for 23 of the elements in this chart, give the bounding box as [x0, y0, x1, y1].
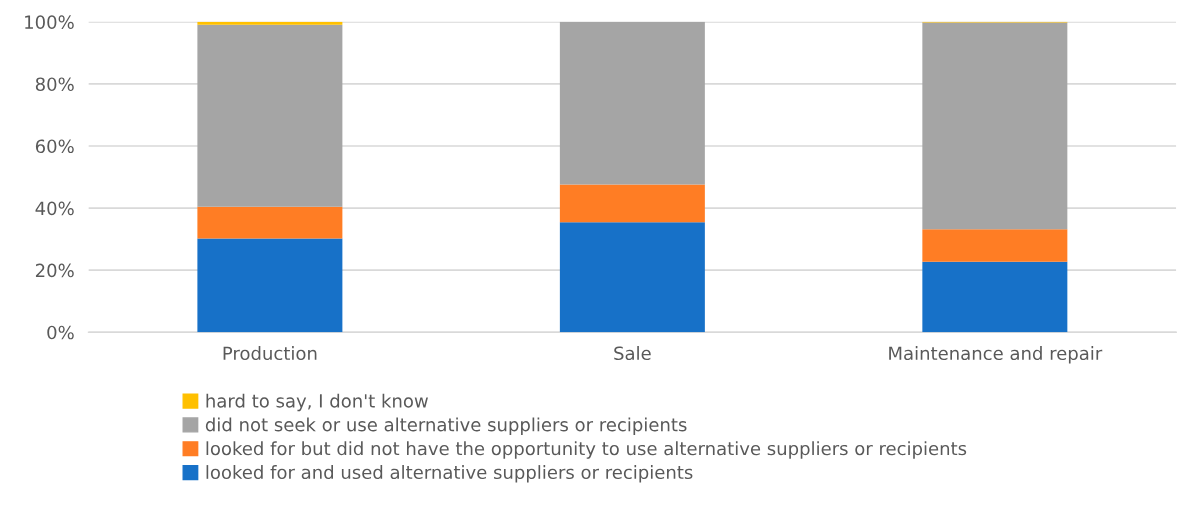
y-tick-label: 80% [35, 77, 74, 92]
bar [559, 222, 705, 333]
bar [197, 24, 343, 207]
bar [922, 22, 1068, 230]
y-tick-label: 60% [35, 139, 74, 154]
bar [922, 229, 1068, 262]
bar [197, 206, 343, 239]
legend-label: hard to say, I don't know [206, 393, 428, 412]
bar [197, 238, 343, 333]
bar [559, 184, 705, 223]
legend-label: looked for and used alternative suppliers or recipients [206, 465, 693, 483]
bar [922, 261, 1068, 333]
legend-label: did not seek or use alternative suppliers or recipients [205, 417, 687, 435]
bar [197, 21, 343, 25]
bar [559, 21, 705, 185]
y-tick-label: 40% [35, 201, 74, 216]
y-tick-label: 20% [35, 263, 74, 278]
x-tick-label: Maintenance and repair [889, 346, 1103, 364]
legend-label: looked for but did not have the opportunity to use alternative suppliers or recipients [206, 441, 967, 459]
y-tick-label: 100% [25, 15, 74, 29]
x-tick-label: Production [223, 346, 317, 361]
x-tick-label: Sale [614, 346, 651, 361]
y-tick-label: 0% [47, 325, 74, 340]
